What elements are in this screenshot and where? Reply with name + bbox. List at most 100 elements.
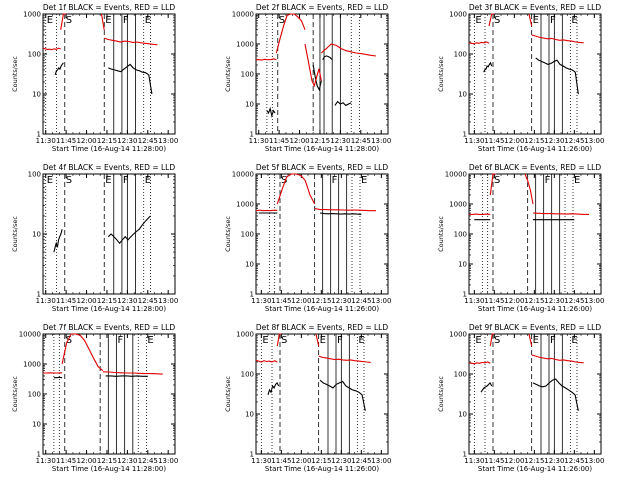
x-tick-label: 13:00 (584, 137, 604, 145)
x-tick-label: 11:45 (271, 297, 291, 305)
time-marker-label: S (279, 15, 285, 26)
x-tick-label: 12:15 (311, 457, 331, 465)
y-axis-label: Counts/sec (11, 56, 19, 92)
time-marker-label: E (361, 175, 367, 186)
x-tick-label: 11:45 (484, 297, 504, 305)
time-marker-label: E (47, 15, 53, 26)
x-tick-label: 12:45 (138, 297, 158, 305)
time-marker-label: E (147, 335, 153, 346)
y-tick-label: 10 (458, 261, 467, 269)
y-tick-label: 10 (245, 411, 254, 419)
time-marker-label: F (123, 15, 129, 26)
time-marker-label: E (571, 15, 577, 26)
plot-frame (42, 13, 176, 135)
y-tick-label: 1 (463, 451, 467, 459)
y-tick-label: 1000 (23, 11, 41, 19)
lld-series-line (468, 41, 490, 45)
events-series-line (54, 62, 64, 76)
time-marker-label: S (66, 15, 72, 26)
plot-frame (255, 333, 389, 455)
lld-series-line (528, 13, 533, 27)
y-tick-label: 10 (32, 421, 41, 429)
x-tick-label: 12:15 (97, 457, 117, 465)
x-tick-label: 12:00 (291, 297, 311, 305)
y-tick-label: 1 (37, 451, 41, 459)
x-tick-label: 12:15 (311, 297, 331, 305)
time-marker-label: E (105, 175, 111, 186)
y-tick-label: 10 (245, 101, 254, 109)
events-series-line (53, 229, 63, 253)
events-series-line (483, 61, 493, 73)
events-series-line (334, 100, 352, 107)
lld-series-line (100, 13, 105, 30)
y-tick-label: 10 (32, 91, 41, 99)
lld-series-line (528, 333, 533, 347)
events-series-line (267, 381, 280, 396)
x-tick-label: 11:30 (36, 137, 56, 145)
time-marker-label: E (262, 335, 268, 346)
panel-title: Det 4f BLACK = Events, RED = LLD (43, 163, 176, 172)
y-tick-label: 1000 (236, 41, 254, 49)
y-tick-label: 1 (250, 131, 254, 139)
detector-panel-6: Det 6f BLACK = Events, RED = LLD 1 10 100 10… (437, 163, 604, 313)
detector-panel-7: Det 7f BLACK = Events, RED = LLD 1 10 100 10… (11, 323, 178, 473)
events-series-line (535, 57, 579, 95)
time-marker-label: S (494, 15, 500, 26)
panel-title: Det 9f BLACK = Events, RED = LLD (469, 323, 602, 332)
x-tick-label: 12:00 (76, 297, 96, 305)
detector-panel-8: Det 8f BLACK = Events, RED = LLD 1 10 100 10… (224, 323, 391, 473)
time-marker-label: E (105, 15, 111, 26)
lld-series-line (276, 333, 282, 347)
y-axis-label: Counts/sec (224, 216, 232, 252)
lld-series-line (532, 212, 589, 215)
x-tick-label: 12:30 (544, 137, 564, 145)
x-tick-label: 11:30 (464, 297, 484, 305)
events-series-line (312, 64, 322, 92)
x-tick-label: 12:45 (138, 137, 158, 145)
x-tick-label: 11:45 (56, 297, 76, 305)
x-tick-label: 11:30 (251, 297, 271, 305)
panel-title: Det 7f BLACK = Events, RED = LLD (43, 323, 176, 332)
x-tick-label: 12:45 (351, 297, 371, 305)
x-tick-label: 11:45 (56, 137, 76, 145)
events-series-line (322, 55, 333, 61)
time-marker-label: S (66, 175, 72, 186)
y-tick-label: 100 (28, 51, 41, 59)
time-marker-label: S (281, 335, 287, 346)
y-axis-label: Counts/sec (437, 216, 445, 252)
x-tick-label: 12:00 (289, 137, 309, 145)
y-tick-label: 1 (250, 451, 254, 459)
lld-series-line (488, 13, 495, 27)
lld-series-line (320, 43, 376, 57)
time-marker-label: E (145, 175, 151, 186)
x-tick-label: 11:45 (56, 457, 76, 465)
x-tick-label: 13:00 (584, 297, 604, 305)
x-tick-label: 12:15 (524, 137, 544, 145)
y-tick-label: 10000 (232, 11, 254, 19)
y-tick-label: 100 (454, 51, 467, 59)
y-tick-label: 100 (454, 231, 467, 239)
y-tick-label: 10 (458, 91, 467, 99)
x-tick-label: 11:30 (464, 137, 484, 145)
lld-series-line (42, 47, 61, 51)
time-marker-label: E (145, 15, 151, 26)
time-marker-label: F (332, 175, 338, 186)
y-tick-label: 1000 (449, 201, 467, 209)
time-marker-label: E (574, 175, 580, 186)
events-series-line (480, 381, 493, 393)
plot-frame (255, 13, 389, 135)
x-tick-label: 11:30 (36, 297, 56, 305)
panel-title: Det 1f BLACK = Events, RED = LLD (43, 3, 176, 12)
lld-series-line (315, 333, 320, 347)
lld-series-line (531, 34, 584, 44)
time-marker-label: S (66, 335, 72, 346)
x-axis-label: Start Time (16-Aug-14 11:28:00) (52, 145, 166, 153)
time-marker-label: S (494, 335, 500, 346)
y-tick-label: 1 (463, 131, 467, 139)
plot-frame (42, 333, 176, 455)
x-axis-label: Start Time (16-Aug-14 11:26:00) (265, 305, 379, 313)
time-marker-label: E (358, 335, 364, 346)
y-tick-label: 1 (463, 291, 467, 299)
events-series-line (266, 106, 276, 119)
time-marker-label: E (571, 335, 577, 346)
